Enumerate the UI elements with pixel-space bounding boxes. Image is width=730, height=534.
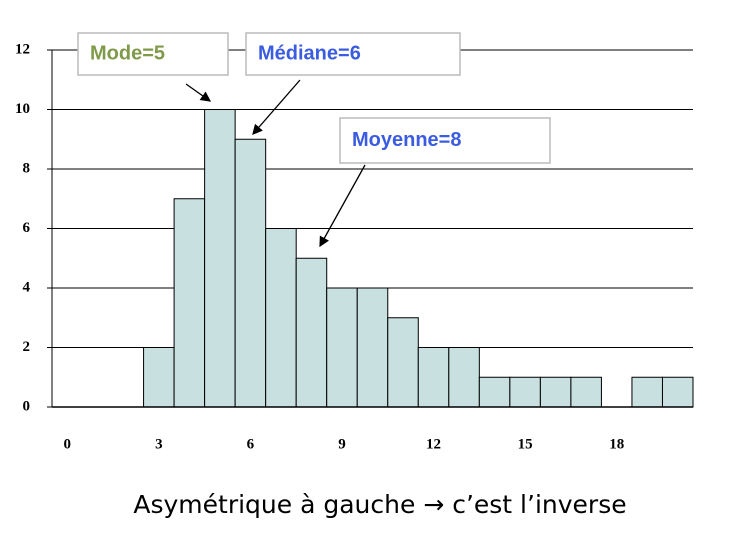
- bar: [326, 287, 358, 408]
- x-tick-label: 3: [155, 436, 163, 452]
- bar: [143, 347, 175, 408]
- x-tick-label: 9: [338, 436, 346, 452]
- arrow: [185, 83, 212, 102]
- annotation: Moyenne=8: [352, 129, 461, 151]
- bar: [387, 317, 419, 408]
- bar: [356, 287, 389, 408]
- x-tick-label: 18: [609, 436, 624, 452]
- y-tick-label: 4: [23, 279, 31, 295]
- bar: [539, 376, 572, 408]
- x-tick-label: 6: [247, 436, 255, 452]
- y-tick-label: 0: [23, 398, 31, 414]
- bar: [448, 347, 480, 408]
- bar: [570, 376, 602, 408]
- annotation-box: [77, 32, 229, 76]
- bar: [661, 376, 694, 408]
- y-tick-label: 10: [15, 101, 30, 117]
- annotation: Médiane=6: [258, 42, 361, 64]
- y-tick-label: 12: [15, 41, 30, 57]
- bar: [509, 376, 541, 408]
- arrow: [319, 164, 366, 248]
- y-tick-label: 8: [23, 160, 31, 176]
- bar: [173, 198, 206, 408]
- x-tick-label: 12: [426, 436, 441, 452]
- bar: [265, 228, 297, 408]
- bar: [204, 109, 236, 408]
- bar: [417, 347, 450, 408]
- y-tick-label: 6: [23, 220, 31, 236]
- y-tick-label: 2: [23, 339, 31, 355]
- caption: Asymétrique à gauche → c’est l’inverse: [133, 490, 626, 519]
- bar: [478, 376, 511, 408]
- x-tick-label: 0: [64, 436, 72, 452]
- annotation-box: [339, 117, 551, 164]
- bar: [234, 138, 267, 408]
- annotation: Mode=5: [90, 42, 165, 64]
- annotation-box: [245, 32, 461, 76]
- bar: [295, 257, 328, 408]
- x-tick-label: 15: [518, 436, 533, 452]
- arrow: [252, 79, 301, 135]
- bar: [631, 376, 663, 408]
